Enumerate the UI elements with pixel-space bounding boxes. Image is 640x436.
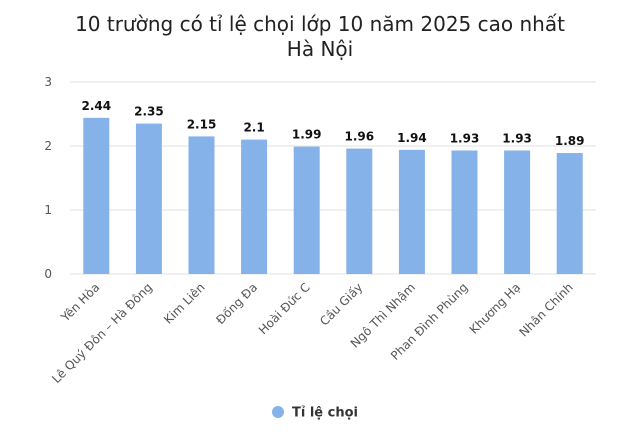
legend-marker [272, 406, 284, 418]
y-tick-label: 2 [44, 139, 52, 153]
bar-5 [346, 148, 373, 274]
x-tick-label: Nhân Chính [517, 280, 576, 339]
x-tick-label: Kim Liên [161, 280, 207, 326]
y-tick-label: 1 [44, 203, 52, 217]
bar-0 [83, 117, 110, 274]
data-label: 1.99 [292, 128, 322, 142]
data-label: 2.35 [134, 105, 164, 119]
bar-8 [504, 150, 531, 274]
y-tick-label: 3 [44, 75, 52, 89]
bar-4 [293, 146, 320, 274]
legend-label: Tỉ lệ chọi [292, 406, 358, 421]
chart-title-line-2: Hà Nội [286, 37, 354, 61]
y-tick-label: 0 [44, 267, 52, 281]
bar-7 [451, 150, 478, 274]
x-tick-label: Đống Đa [213, 280, 260, 327]
data-label: 1.96 [344, 130, 374, 144]
x-tick-label: Lê Quý Đôn – Hà Đông [49, 280, 155, 386]
bar-9 [556, 153, 583, 274]
chart-title: 10 trường có tỉ lệ chọi lớp 10 năm 2025 … [0, 12, 640, 62]
x-tick-label: Yên Hòa [58, 280, 103, 325]
data-label: 1.93 [450, 131, 480, 145]
chart-title-line-1: 10 trường có tỉ lệ chọi lớp 10 năm 2025 … [75, 12, 565, 36]
x-tick-label: Cầu Giấy [317, 280, 365, 328]
bar-6 [398, 149, 425, 274]
x-tick-label: Hoài Đức C [256, 280, 313, 337]
bar-1 [135, 123, 162, 274]
data-label: 2.1 [243, 121, 264, 135]
data-label: 2.15 [187, 117, 217, 131]
x-tick-label: Khương Hạ [467, 280, 523, 336]
data-label: 1.89 [555, 134, 585, 148]
data-label: 2.44 [81, 99, 111, 113]
bar-3 [241, 139, 268, 274]
data-label: 1.93 [502, 131, 532, 145]
bar-2 [188, 136, 215, 274]
data-label: 1.94 [397, 131, 427, 145]
